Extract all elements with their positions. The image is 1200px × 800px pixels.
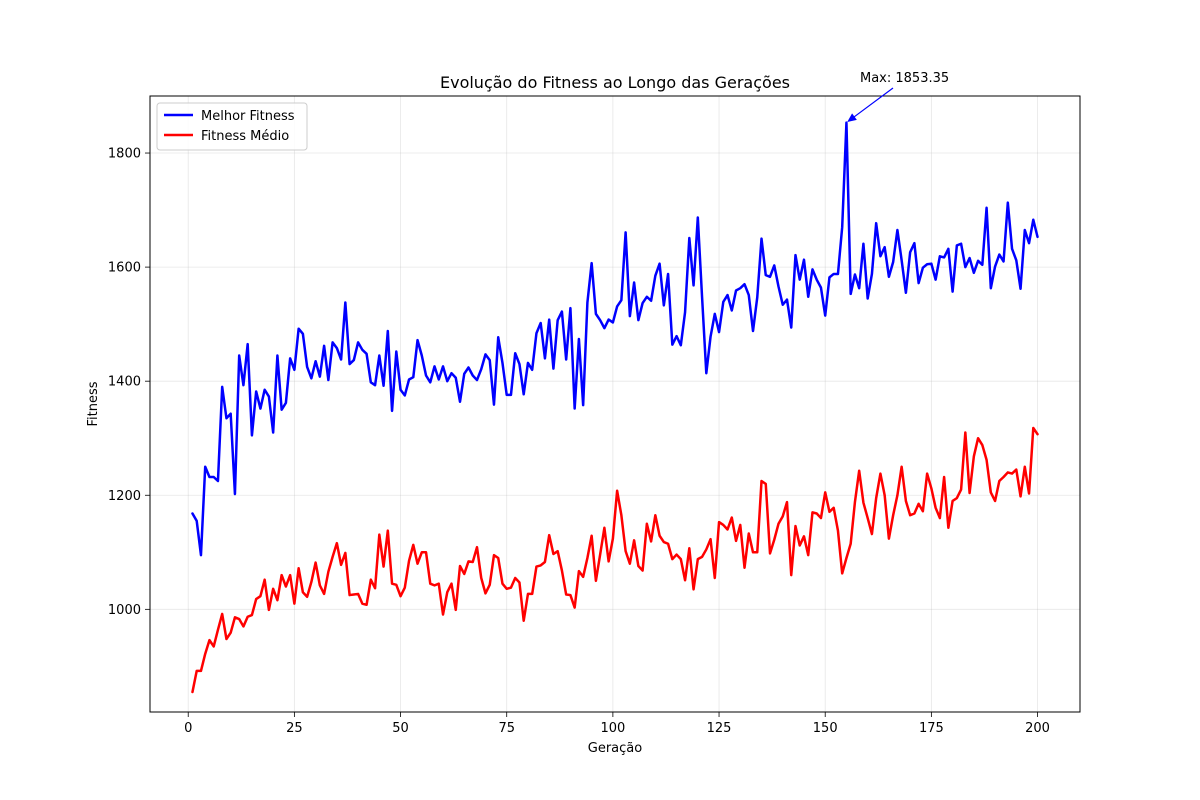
plot-frame [149, 95, 1081, 713]
series-line-melhor-fitness [191, 121, 1039, 557]
legend: Melhor Fitness Fitness Médio [156, 102, 308, 151]
series-line-fitness-medio [191, 426, 1039, 694]
annotation: Max: 1853.35 [847, 71, 949, 123]
x-tick-label: 100 [600, 721, 625, 736]
legend-box [156, 102, 308, 151]
x-tick-label: 125 [707, 721, 732, 736]
legend-label-medio: Fitness Médio [201, 129, 289, 144]
x-tick-label: 150 [813, 721, 838, 736]
annotation-arrow [851, 87, 894, 119]
annotation-arrowhead [847, 113, 857, 123]
chart-title: Evolução do Fitness ao Longo das Geraçõe… [440, 73, 790, 92]
y-tick-label: 1200 [108, 489, 141, 504]
y-axis-ticks: 1000 1200 1400 1600 1800 [108, 147, 150, 618]
x-tick-label: 75 [498, 721, 515, 736]
x-axis-label: Geração [588, 741, 642, 756]
series-lines [191, 121, 1039, 694]
legend-label-melhor: Melhor Fitness [201, 109, 295, 124]
x-tick-label: 50 [392, 721, 409, 736]
y-tick-label: 1400 [108, 375, 141, 390]
x-tick-label: 200 [1025, 721, 1050, 736]
y-tick-label: 1800 [108, 147, 141, 162]
y-axis-label: Fitness [86, 381, 101, 426]
x-tick-label: 175 [919, 721, 944, 736]
x-axis-ticks: 0 25 50 75 100 125 150 175 200 [184, 712, 1050, 736]
x-tick-label: 0 [184, 721, 192, 736]
y-tick-label: 1600 [108, 261, 141, 276]
y-tick-label: 1000 [108, 603, 141, 618]
annotation-text: Max: 1853.35 [860, 71, 949, 86]
x-tick-label: 25 [286, 721, 303, 736]
